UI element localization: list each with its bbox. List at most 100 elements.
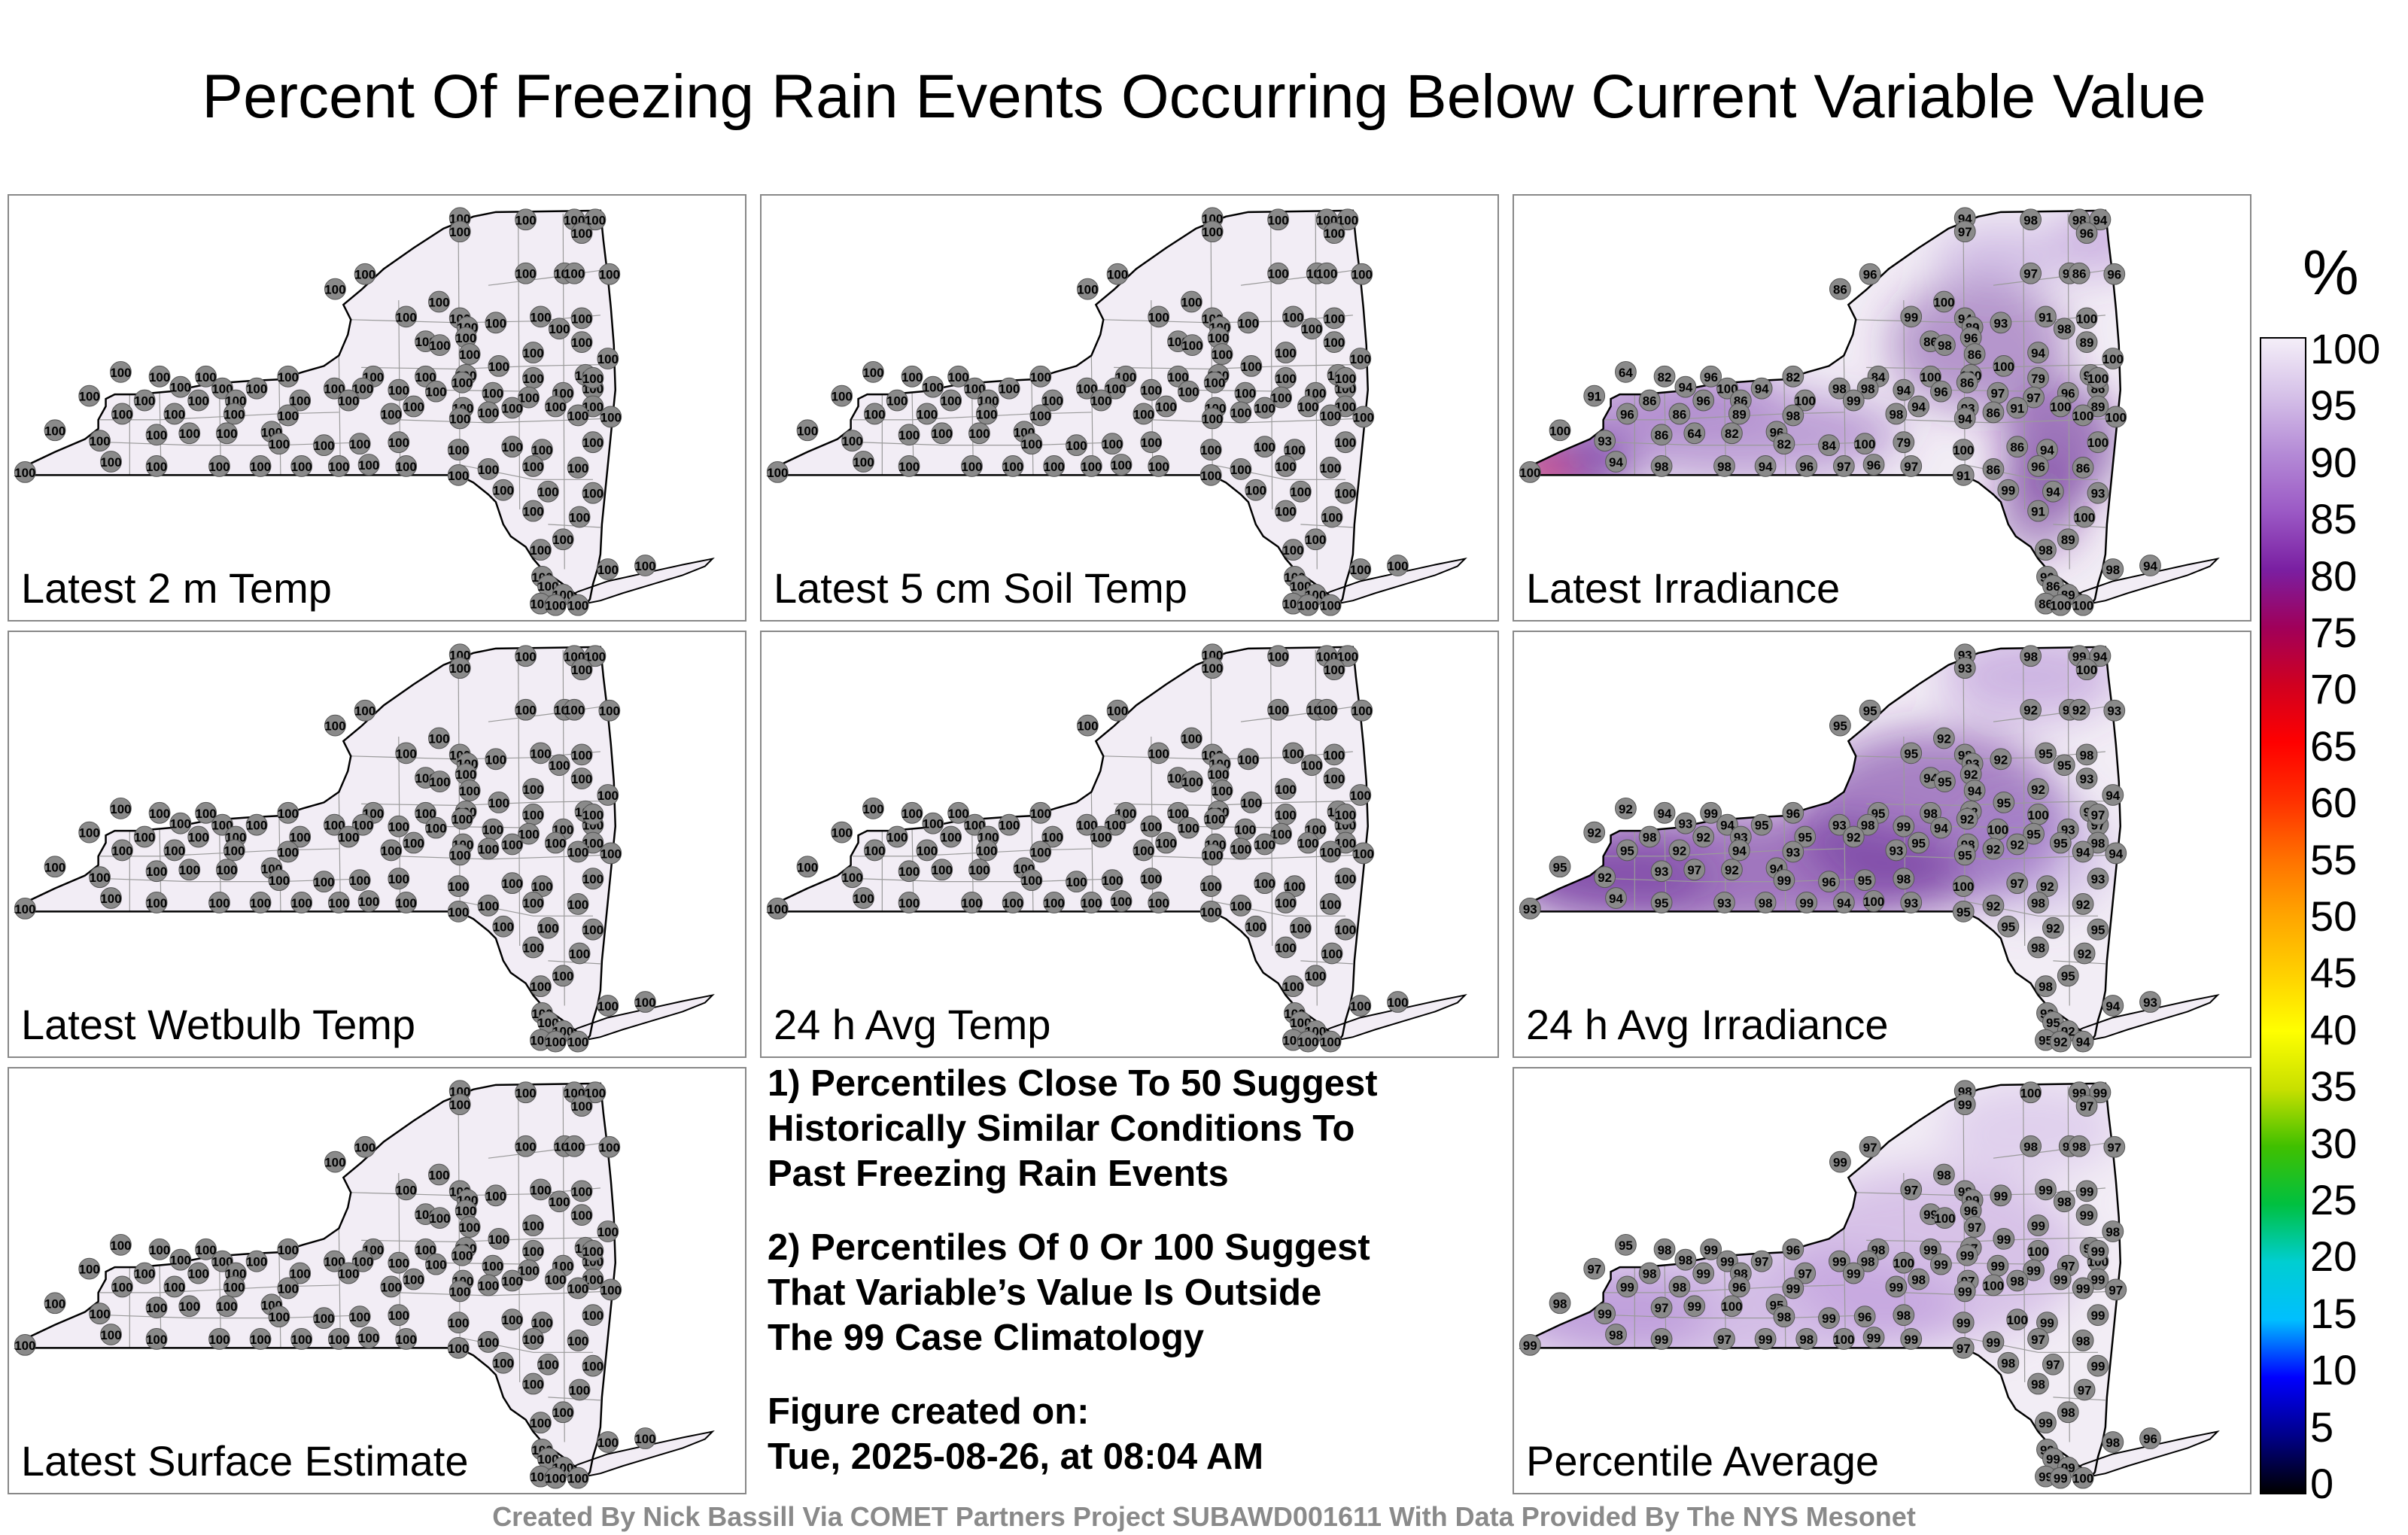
station-marker: 95: [2087, 918, 2109, 941]
station-marker: 94: [1930, 816, 1952, 839]
station-value: 100: [1241, 360, 1262, 374]
station-value: 100: [582, 372, 604, 386]
station-value: 100: [1320, 845, 1341, 859]
station-marker: 100: [477, 401, 500, 424]
station-marker: 64: [1683, 422, 1706, 445]
station-marker: 100: [1323, 331, 1345, 354]
station-marker: 100: [501, 1269, 524, 1292]
station-marker: 100: [163, 1275, 186, 1298]
station-marker: 100: [451, 1244, 473, 1266]
station-value: 100: [518, 391, 539, 406]
station-marker: 100: [395, 892, 418, 913]
station-value: 94: [1759, 460, 1773, 474]
station-marker: 100: [1319, 1030, 1342, 1053]
station-marker: 100: [922, 812, 944, 834]
station-marker: 100: [567, 1467, 589, 1489]
station-marker: 100: [425, 816, 447, 839]
station-value: 100: [1030, 807, 1051, 821]
station-marker: 100: [425, 380, 447, 403]
station-marker: 99: [2023, 1259, 2045, 1281]
station-value: 96: [1696, 394, 1710, 409]
station-value: 100: [179, 863, 200, 877]
station-marker: 100: [1349, 784, 1372, 806]
station-value: 100: [1268, 213, 1289, 227]
station-value: 98: [1937, 1168, 1951, 1182]
station-value: 98: [2001, 1357, 2015, 1371]
station-marker: 99: [2049, 1268, 2072, 1290]
station-marker: 100: [634, 555, 656, 576]
long-island-outline: [1313, 993, 1467, 1043]
station-marker: 93: [1782, 840, 1804, 863]
station-value: 97: [1717, 1333, 1732, 1347]
station-marker: 100: [492, 479, 515, 501]
station-value: 100: [634, 559, 655, 573]
station-marker: 100: [223, 839, 245, 862]
station-marker: 100: [1952, 875, 1975, 898]
station-value: 100: [1275, 783, 1296, 797]
station-marker: 94: [2027, 342, 2049, 363]
station-marker: 100: [447, 1336, 470, 1359]
station-value: 100: [2027, 1245, 2048, 1259]
station-value: 100: [1324, 748, 1345, 762]
station-value: 100: [1202, 225, 1223, 239]
station-value: 100: [1230, 463, 1251, 477]
station-value: 100: [448, 905, 469, 919]
panel-24h-avg-irradiance: 9398999410093959298929395929598929598939…: [1513, 631, 2251, 1058]
station-marker: 100: [522, 803, 544, 825]
station-marker: 100: [100, 887, 122, 909]
station-marker: 100: [1323, 658, 1345, 681]
station-marker: 98: [1773, 1306, 1795, 1328]
station-marker: 100: [388, 1304, 410, 1327]
station-marker: 98: [2035, 539, 2057, 561]
station-value: 97: [2091, 808, 2105, 822]
station-marker: 100: [582, 431, 604, 454]
station-marker: 98: [1885, 403, 1908, 425]
station-value: 100: [246, 1255, 267, 1269]
station-marker: 100: [567, 457, 589, 479]
station-value: 84: [1822, 439, 1836, 453]
station-marker: 100: [1181, 334, 1203, 356]
station-marker: 100: [482, 1254, 504, 1277]
station-marker: 100: [501, 872, 524, 895]
station-value: 100: [1230, 406, 1251, 420]
station-marker: 100: [415, 365, 436, 388]
station-value: 100: [269, 437, 290, 451]
station-marker: 100: [110, 1233, 132, 1256]
station-marker: 100: [1237, 748, 1260, 771]
station-marker: 100: [223, 1275, 245, 1298]
station-value: 86: [1655, 428, 1669, 442]
station-marker: 100: [1178, 380, 1199, 403]
station-value: 99: [1620, 1280, 1634, 1294]
station-marker: 100: [1987, 818, 2009, 840]
station-value: 100: [358, 458, 379, 473]
station-value: 100: [290, 831, 311, 845]
station-marker: 100: [582, 1354, 604, 1377]
station-marker: 92: [2006, 833, 2029, 856]
panel-label: Latest Wetbulb Temp: [21, 1001, 416, 1048]
station-marker: 100: [1148, 455, 1170, 477]
station-value: 82: [1658, 370, 1672, 385]
station-marker: 99: [1956, 1244, 1978, 1266]
station-value: 100: [797, 860, 818, 874]
station-value: 100: [448, 1342, 469, 1356]
station-value: 100: [449, 412, 470, 426]
station-marker: 100: [1104, 377, 1126, 400]
station-marker: 100: [1387, 991, 1409, 1013]
station-value: 100: [1275, 505, 1296, 519]
station-marker: 99: [1700, 1238, 1722, 1260]
station-value: 100: [388, 820, 409, 834]
station-marker: 100: [216, 859, 238, 881]
station-value: 100: [90, 434, 111, 448]
station-marker: 100: [277, 840, 299, 863]
station-marker: 95: [1650, 892, 1673, 913]
station-marker: 93: [1594, 430, 1616, 452]
station-marker: 99: [2075, 1180, 2098, 1202]
station-marker: 100: [898, 424, 920, 446]
station-value: 98: [2039, 543, 2053, 558]
station-marker: 100: [1304, 965, 1327, 987]
station-value: 100: [976, 407, 997, 421]
panel-latest-surface-estimate: 100 100 100 100 100 100 100 100 100 100 100 100 100 1…: [8, 1067, 746, 1494]
panel-latest-2m-temp: 100 100 100 100 100 100 100 100 100 100 100 100 100 1…: [8, 194, 746, 622]
station-marker: 98: [2072, 1330, 2094, 1351]
station-value: 100: [515, 704, 537, 718]
